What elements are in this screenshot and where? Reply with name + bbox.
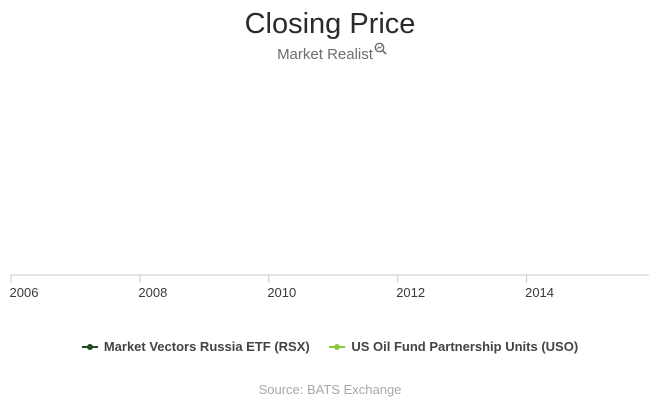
legend-item-uso[interactable]: US Oil Fund Partnership Units (USO) (329, 339, 578, 354)
legend: Market Vectors Russia ETF (RSX) US Oil F… (0, 339, 660, 355)
legend-swatch-uso (329, 342, 346, 352)
x-tick-label-2010: 2010 (267, 285, 296, 300)
x-tick-label-2008: 2008 (138, 285, 167, 300)
x-tick-label-2012: 2012 (396, 285, 425, 300)
x-tick-label-2006: 2006 (10, 285, 39, 300)
magnifier-chart-icon (374, 42, 387, 55)
legend-label-rsx: Market Vectors Russia ETF (RSX) (103, 339, 310, 354)
source-note: Source: BATS Exchange (258, 382, 402, 397)
watermark-text: Market Realist (277, 46, 373, 63)
watermark-logo: Market Realist (0, 42, 660, 63)
legend-swatch-rsx (81, 342, 98, 352)
legend-dot-rsx (86, 343, 93, 350)
legend-label-uso: US Oil Fund Partnership Units (USO) (351, 339, 579, 354)
x-tick-label-2014: 2014 (525, 285, 554, 300)
chart-title: Closing Price (244, 8, 416, 40)
legend-dot-uso (334, 343, 341, 350)
legend-item-rsx[interactable]: Market Vectors Russia ETF (RSX) (81, 339, 310, 354)
